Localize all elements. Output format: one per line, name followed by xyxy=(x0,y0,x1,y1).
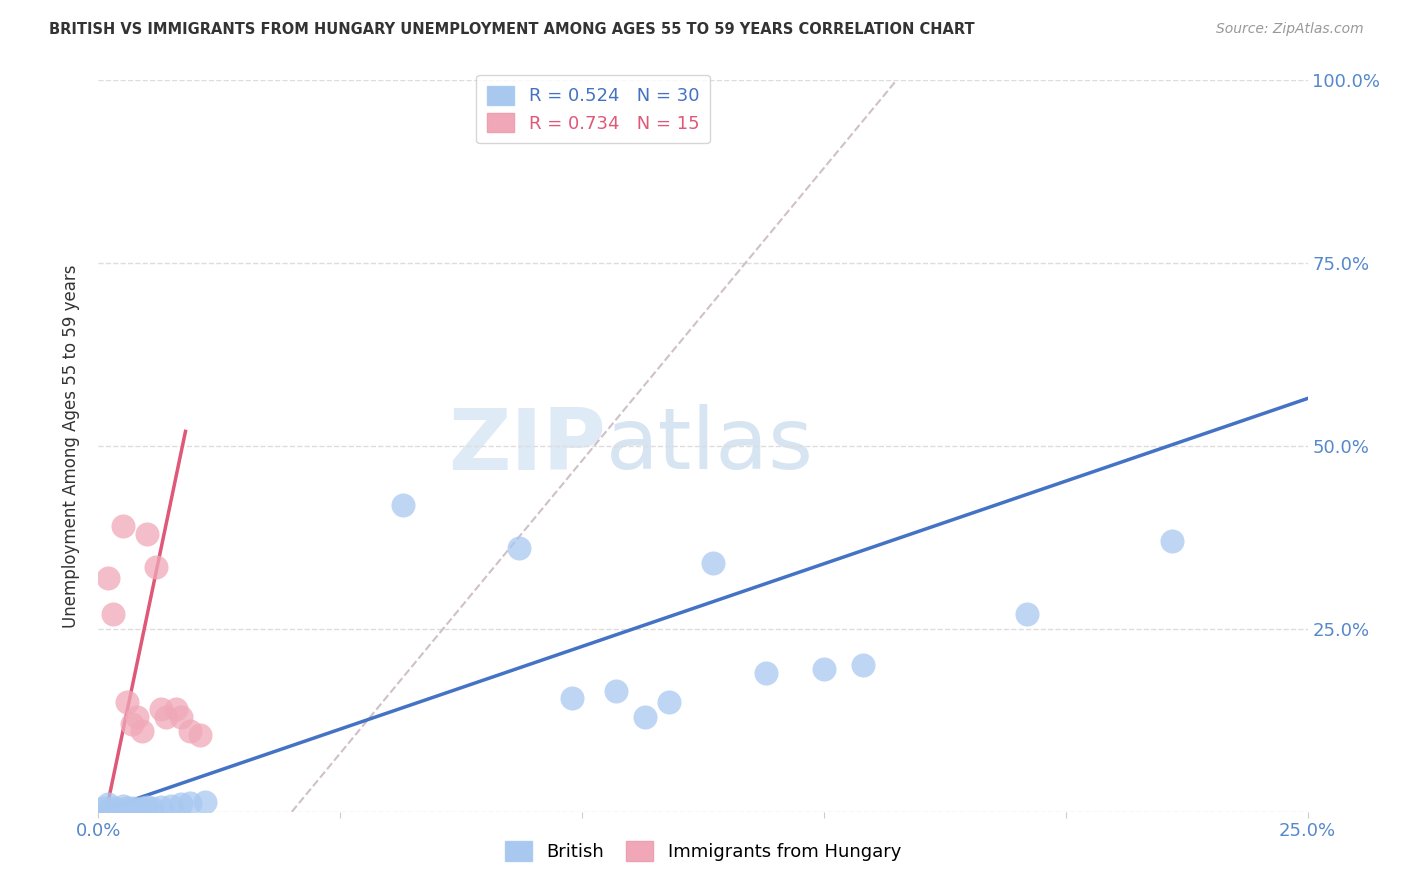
Point xyxy=(561,691,583,706)
Point xyxy=(101,607,124,622)
Point xyxy=(131,724,153,739)
Point xyxy=(131,801,153,815)
Point xyxy=(508,541,530,556)
Point xyxy=(121,801,143,815)
Point xyxy=(91,801,114,815)
Point xyxy=(97,803,120,817)
Point xyxy=(169,797,191,812)
Point xyxy=(179,724,201,739)
Point xyxy=(111,519,134,533)
Point xyxy=(165,702,187,716)
Text: Source: ZipAtlas.com: Source: ZipAtlas.com xyxy=(1216,22,1364,37)
Point xyxy=(755,665,778,680)
Point xyxy=(111,798,134,813)
Point xyxy=(97,571,120,585)
Point xyxy=(1015,607,1038,622)
Point xyxy=(188,728,211,742)
Text: atlas: atlas xyxy=(606,404,814,488)
Point xyxy=(150,799,173,814)
Text: BRITISH VS IMMIGRANTS FROM HUNGARY UNEMPLOYMENT AMONG AGES 55 TO 59 YEARS CORREL: BRITISH VS IMMIGRANTS FROM HUNGARY UNEMP… xyxy=(49,22,974,37)
Point xyxy=(121,717,143,731)
Point xyxy=(605,684,627,698)
Point xyxy=(135,526,157,541)
Point xyxy=(150,702,173,716)
Point xyxy=(117,695,139,709)
Point xyxy=(702,556,724,570)
Point xyxy=(101,801,124,815)
Point xyxy=(117,801,139,815)
Point xyxy=(127,802,149,816)
Point xyxy=(169,709,191,723)
Y-axis label: Unemployment Among Ages 55 to 59 years: Unemployment Among Ages 55 to 59 years xyxy=(62,264,80,628)
Point xyxy=(160,798,183,813)
Point xyxy=(107,802,129,816)
Point xyxy=(135,800,157,814)
Point xyxy=(634,709,657,723)
Point xyxy=(179,796,201,810)
Point xyxy=(97,797,120,812)
Point xyxy=(813,662,835,676)
Point xyxy=(127,709,149,723)
Point xyxy=(111,803,134,817)
Point xyxy=(155,709,177,723)
Text: ZIP: ZIP xyxy=(449,404,606,488)
Point xyxy=(141,801,163,815)
Point xyxy=(392,498,415,512)
Legend: British, Immigrants from Hungary: British, Immigrants from Hungary xyxy=(498,834,908,869)
Point xyxy=(852,658,875,673)
Point xyxy=(145,559,167,574)
Point xyxy=(194,795,217,809)
Point xyxy=(1161,534,1184,549)
Point xyxy=(658,695,681,709)
